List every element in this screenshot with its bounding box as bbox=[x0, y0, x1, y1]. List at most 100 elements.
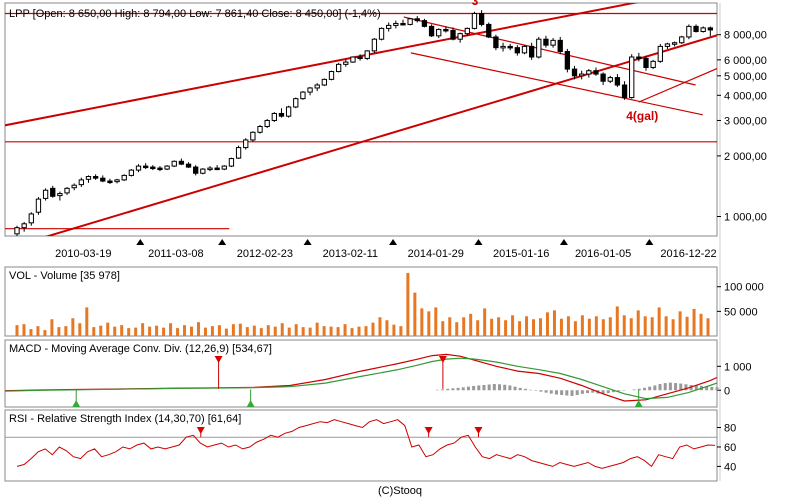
volume-bar bbox=[15, 325, 19, 336]
candle bbox=[135, 164, 142, 173]
macd-histogram-bar bbox=[456, 387, 460, 391]
wave-label: 3 bbox=[472, 0, 479, 8]
rsi-line bbox=[16, 419, 716, 469]
macd-panel-frame bbox=[4, 339, 718, 408]
candle-down-body bbox=[693, 25, 699, 33]
volume-bar bbox=[692, 308, 696, 336]
macd-histogram-bar bbox=[492, 384, 496, 391]
candle bbox=[71, 183, 77, 191]
macd-histogram-bar bbox=[554, 390, 558, 395]
candle bbox=[14, 225, 20, 236]
volume-bar bbox=[252, 325, 256, 336]
candle bbox=[278, 108, 285, 118]
volume-bar bbox=[469, 313, 473, 336]
candle bbox=[464, 27, 470, 36]
volume-bar bbox=[294, 324, 298, 336]
candle-down-body bbox=[143, 165, 149, 169]
volume-bar bbox=[636, 310, 640, 336]
volume-bar bbox=[141, 323, 145, 336]
macd-histogram-bar bbox=[461, 387, 465, 391]
volume-bar bbox=[203, 327, 207, 336]
candle-up-body bbox=[14, 227, 20, 235]
macd-histogram-bar bbox=[508, 385, 512, 391]
candle bbox=[636, 52, 642, 62]
candle-up-body bbox=[629, 56, 635, 99]
candle-up-body bbox=[164, 165, 170, 170]
candle bbox=[400, 19, 406, 26]
volume-bar bbox=[155, 325, 159, 336]
macd-histogram-bar bbox=[503, 384, 507, 391]
volume-bar bbox=[224, 328, 228, 336]
candle bbox=[428, 24, 435, 37]
candle-down-body bbox=[185, 163, 192, 168]
candle bbox=[450, 27, 456, 41]
candle-up-body bbox=[328, 71, 335, 80]
candle-up-body bbox=[350, 56, 356, 63]
candle-up-body bbox=[471, 12, 478, 29]
macd-histogram-bar bbox=[513, 386, 517, 391]
price-x-tick-label: 2016-01-05 bbox=[575, 248, 631, 260]
macd-y-tick-label: 0 bbox=[724, 385, 730, 397]
volume-bar bbox=[420, 308, 424, 336]
trend-line bbox=[44, 34, 717, 236]
candle-up-body bbox=[378, 27, 385, 40]
candle-down-body bbox=[92, 176, 99, 179]
candle bbox=[285, 105, 292, 118]
price-y-tick-label: 4 000,00 bbox=[724, 90, 767, 102]
candle bbox=[235, 145, 242, 160]
volume-bar bbox=[43, 330, 47, 336]
candle-up-body bbox=[243, 139, 249, 149]
candle bbox=[579, 70, 585, 80]
candle-down-body bbox=[214, 167, 220, 171]
candle bbox=[593, 67, 599, 76]
candle bbox=[50, 185, 56, 198]
candle-up-body bbox=[457, 33, 463, 40]
candle bbox=[671, 41, 678, 47]
candle bbox=[471, 11, 478, 30]
candle-up-body bbox=[579, 73, 585, 77]
volume-bar bbox=[336, 327, 340, 336]
volume-bar bbox=[664, 316, 668, 336]
candle-up-body bbox=[664, 43, 671, 47]
candle bbox=[114, 178, 120, 184]
candle bbox=[207, 166, 213, 172]
candle bbox=[357, 54, 363, 61]
volume-bar bbox=[657, 307, 661, 336]
volume-bar bbox=[350, 328, 354, 336]
candle bbox=[393, 20, 399, 29]
volume-bar bbox=[217, 325, 221, 336]
macd-histogram-bar bbox=[663, 383, 667, 391]
candle-down-body bbox=[621, 84, 628, 99]
candle-up-body bbox=[371, 38, 378, 52]
candle-up-body bbox=[307, 87, 313, 93]
candle-up-body bbox=[235, 147, 242, 159]
volume-bar bbox=[273, 326, 277, 336]
macd-histogram-bar bbox=[694, 385, 698, 391]
candle bbox=[264, 119, 270, 129]
macd-histogram-bar bbox=[617, 390, 621, 392]
volume-bar bbox=[685, 316, 689, 336]
candle bbox=[550, 38, 556, 48]
candle-up-body bbox=[228, 158, 235, 167]
candle-up-body bbox=[271, 112, 277, 121]
candle-up-body bbox=[293, 98, 299, 108]
volume-bar bbox=[601, 319, 605, 336]
volume-bar bbox=[238, 323, 242, 336]
volume-bar bbox=[622, 315, 626, 336]
volume-bar bbox=[176, 328, 180, 336]
macd-panel-title: MACD - Moving Average Conv. Div. (12,26,… bbox=[9, 343, 272, 355]
candle-down-body bbox=[150, 166, 156, 170]
candle-up-body bbox=[536, 38, 542, 58]
candle-down-body bbox=[100, 177, 106, 182]
price-plot-area bbox=[5, 3, 717, 236]
candle-up-body bbox=[700, 27, 706, 33]
candle bbox=[64, 187, 70, 195]
period-marker-icon bbox=[474, 239, 483, 245]
volume-bar bbox=[64, 326, 68, 336]
candle bbox=[629, 54, 635, 99]
candle bbox=[486, 22, 492, 39]
volume-bar bbox=[448, 317, 452, 336]
candle bbox=[700, 26, 706, 33]
